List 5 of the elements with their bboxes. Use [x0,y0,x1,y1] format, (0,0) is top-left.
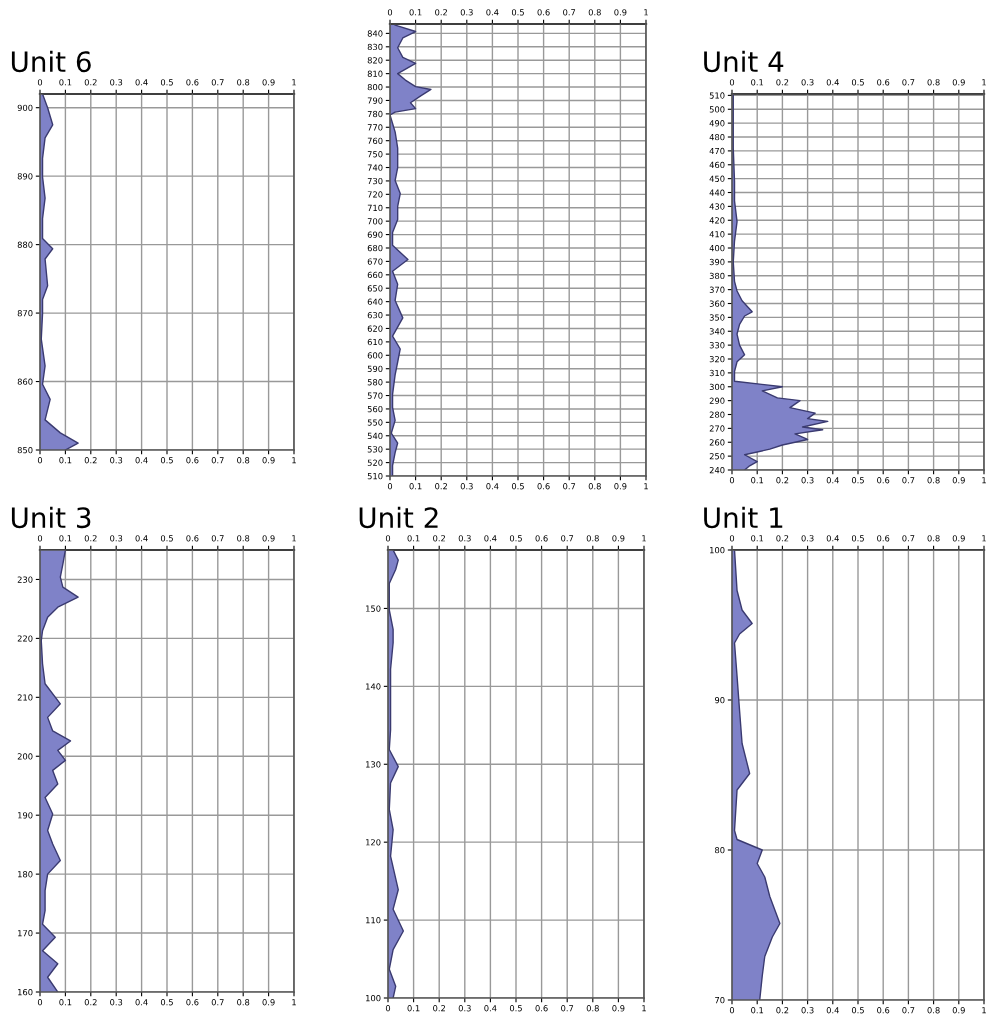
chart-title: Unit 3 [11,506,91,529]
chart-title: Unit 1 [704,506,783,529]
chart-title: Unit 6 [11,50,91,73]
chart-title: Unit 2 [359,506,438,529]
chart-title: Unit 4 [704,50,784,73]
